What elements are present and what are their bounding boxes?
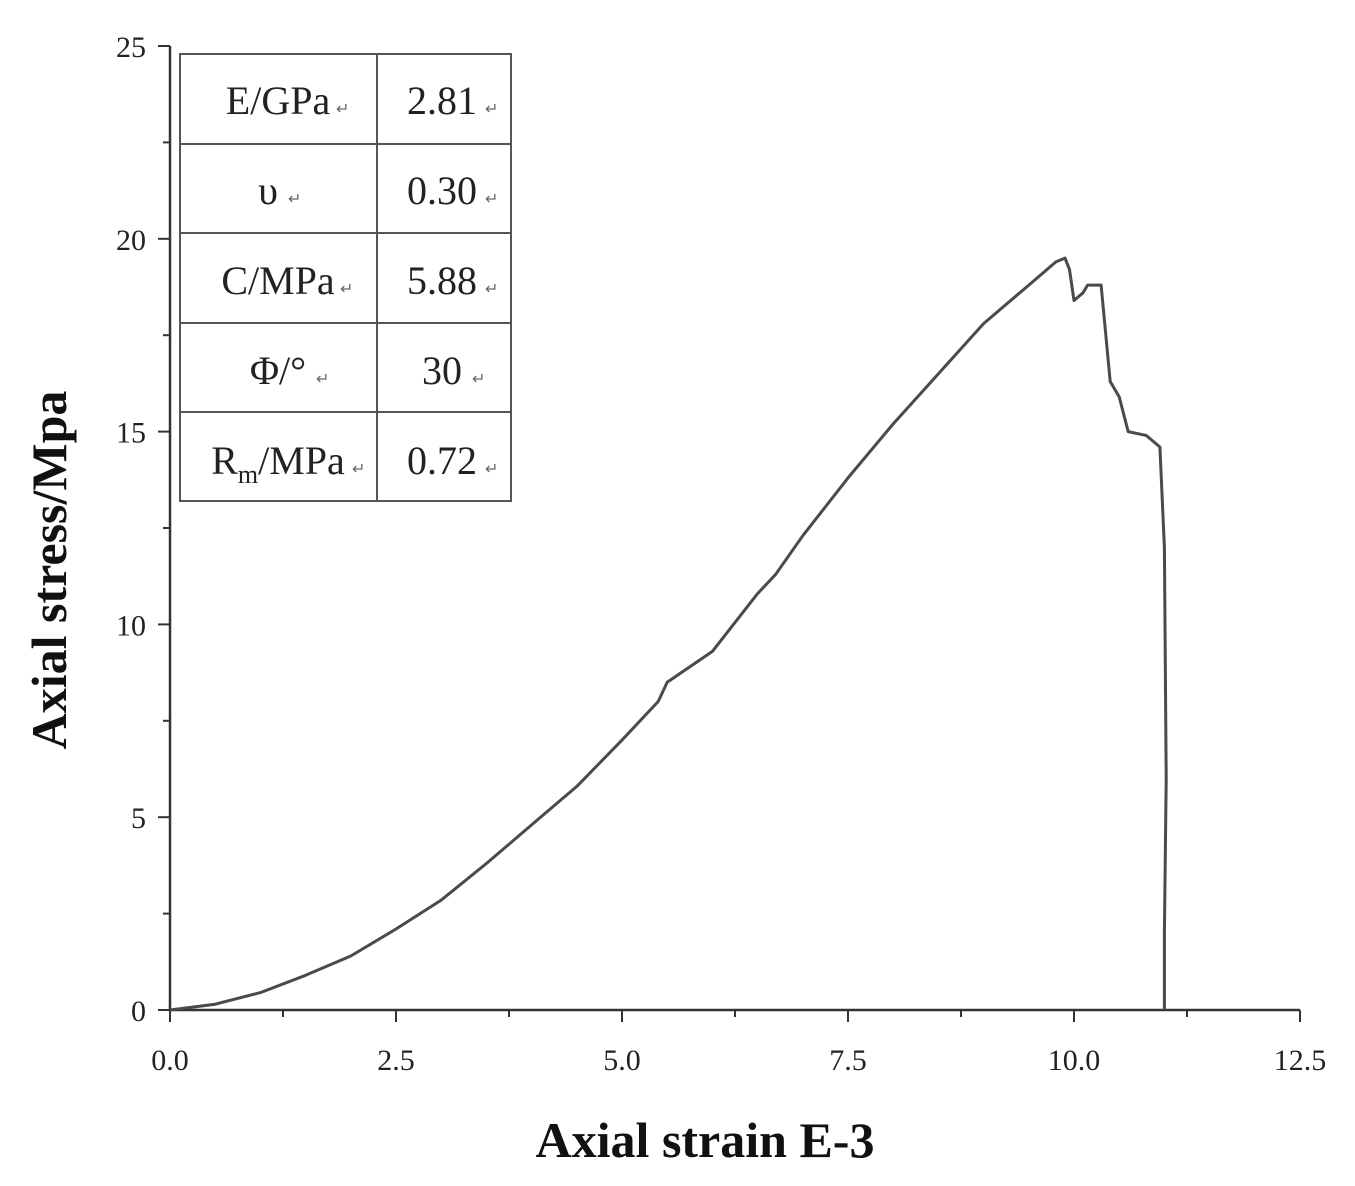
cell-end-mark: ↵ <box>485 461 498 478</box>
x-tick-label: 2.5 <box>377 1044 415 1077</box>
y-tick-label: 25 <box>116 31 146 64</box>
cell-end-mark: ↵ <box>485 191 498 208</box>
cell-end-mark: ↵ <box>472 371 485 388</box>
x-ticks: 0.0 2.5 5.0 7.5 10.0 12.5 <box>151 1010 1326 1077</box>
cell-end-mark: ↵ <box>352 461 365 478</box>
table-value-cohesion: 5.88 <box>407 258 477 303</box>
cell-end-mark: ↵ <box>485 281 498 298</box>
y-tick-label: 20 <box>116 224 146 257</box>
table-value-poisson: 0.30 <box>407 168 477 213</box>
cell-end-mark: ↵ <box>316 371 329 388</box>
cell-end-mark: ↵ <box>485 101 498 118</box>
table-param-cohesion: C/MPa <box>221 258 335 303</box>
table-param-tensile-strength: Rm/MPa <box>211 438 345 489</box>
table-param-e: E/GPa <box>226 78 331 123</box>
x-axis-title: Axial strain E-3 <box>536 1112 875 1168</box>
y-tick-label: 0 <box>131 995 146 1028</box>
stress-strain-curve <box>169 256 1168 1012</box>
x-tick-label: 7.5 <box>829 1044 867 1077</box>
table-value-tensile-strength: 0.72 <box>407 438 477 483</box>
table-border <box>179 53 512 502</box>
cell-end-mark: ↵ <box>288 191 301 208</box>
x-tick-label: 0.0 <box>151 1044 189 1077</box>
table-value-friction-angle: 30 <box>422 348 462 393</box>
y-tick-label: 15 <box>116 417 146 450</box>
y-ticks: 0 5 10 15 20 25 <box>116 31 170 1028</box>
table-value-e: 2.81 <box>407 78 477 123</box>
y-tick-label: 5 <box>131 802 146 835</box>
parameter-table: E/GPa 2.81 ↵ ↵ υ 0.30 ↵ ↵ C/MPa 5.88 ↵ ↵… <box>179 53 512 502</box>
y-axis-title: Axial stress/Mpa <box>21 391 77 750</box>
cell-end-mark: ↵ <box>336 101 349 118</box>
x-tick-label: 10.0 <box>1048 1044 1101 1077</box>
x-tick-label: 12.5 <box>1274 1044 1327 1077</box>
table-param-poisson: υ <box>258 168 278 213</box>
y-tick-label: 10 <box>116 609 146 642</box>
cell-end-mark: ↵ <box>340 281 353 298</box>
x-tick-label: 5.0 <box>603 1044 641 1077</box>
table-param-friction-angle: Φ/° <box>250 348 306 393</box>
